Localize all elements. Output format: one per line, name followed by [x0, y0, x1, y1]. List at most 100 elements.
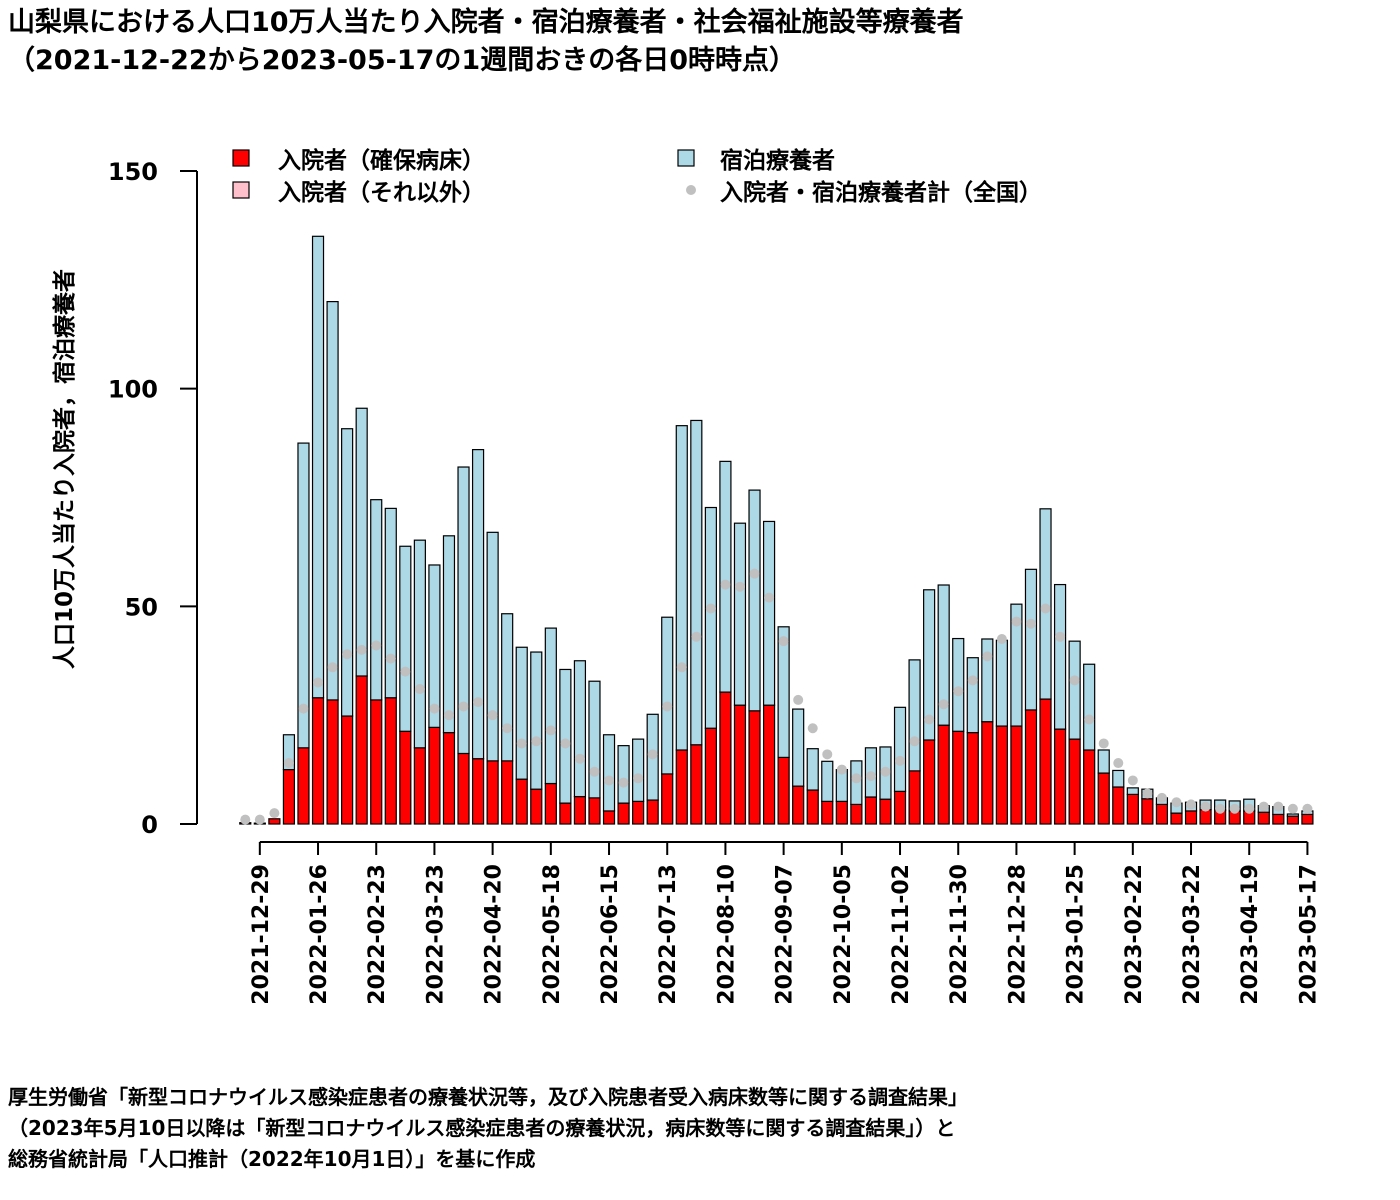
point-national-total — [1229, 803, 1240, 814]
point-national-total — [545, 725, 556, 736]
bar-hotel — [311, 235, 325, 699]
bar-hotel — [1083, 663, 1096, 751]
point-national-total — [458, 701, 469, 712]
point-national-total — [996, 633, 1007, 644]
bar-hotel — [486, 531, 499, 762]
bar-hotel — [602, 734, 616, 812]
x-tick-label: 2022-08-10 — [714, 864, 739, 1005]
bar-hospital-secured — [384, 697, 397, 825]
point-national-total — [298, 703, 309, 714]
national-points-group — [240, 568, 1313, 825]
bar-hotel — [632, 738, 645, 802]
bar-hospital-secured — [1053, 728, 1067, 825]
point-national-total — [516, 738, 527, 749]
x-axis: 2021-12-29 2022-01-26 2022-02-23 2022-03-23… — [249, 841, 1321, 1005]
bar-hospital-secured — [762, 704, 776, 825]
point-national-total — [734, 581, 745, 592]
bar-hotel — [530, 651, 543, 790]
x-tick-label: 2022-01-26 — [307, 864, 332, 1005]
point-national-total — [414, 684, 425, 695]
bar-hospital-secured — [588, 797, 601, 825]
bar-hotel — [544, 627, 557, 785]
bar-hospital-secured — [675, 749, 688, 825]
bar-hospital-secured — [748, 710, 761, 825]
bar-hospital-secured — [457, 752, 470, 825]
x-tick-label: 2021-12-29 — [249, 864, 274, 1005]
bar-hospital-secured — [937, 724, 950, 825]
bar-hospital-secured — [326, 699, 339, 825]
point-national-total — [269, 808, 280, 819]
point-national-total — [822, 749, 833, 760]
point-national-total — [1098, 738, 1109, 749]
point-national-total — [371, 640, 382, 651]
bar-hospital-secured — [399, 730, 412, 825]
y-axis: 0 50 100 150 — [108, 158, 198, 839]
bar-hospital-secured — [995, 725, 1008, 825]
x-tick-label: 2022-06-15 — [598, 864, 623, 1005]
bar-hospital-secured — [282, 768, 296, 825]
bar-hospital-secured — [1184, 810, 1198, 825]
x-tick-label: 2022-11-02 — [889, 864, 914, 1005]
x-tick-label: 2022-09-07 — [773, 864, 798, 1005]
bar-hotel — [282, 734, 296, 771]
y-tick-label: 100 — [108, 376, 158, 404]
point-national-total — [836, 764, 847, 775]
bar-hotel — [1097, 749, 1110, 774]
bar-hospital-secured — [370, 699, 383, 825]
point-national-total — [1287, 803, 1298, 814]
bar-hotel — [1010, 603, 1023, 727]
point-national-total — [880, 766, 891, 777]
bar-hotel — [588, 680, 601, 799]
point-national-total — [720, 579, 731, 590]
bar-hospital-secured — [966, 731, 979, 825]
point-national-total — [1258, 801, 1269, 812]
point-national-total — [895, 755, 906, 766]
point-national-total — [1084, 714, 1095, 725]
point-national-total — [618, 777, 629, 788]
bar-hospital-secured — [617, 802, 630, 825]
bar-hospital-secured — [908, 770, 921, 825]
point-national-total — [531, 736, 542, 747]
point-national-total — [240, 814, 251, 825]
bar-hospital-secured — [806, 789, 819, 825]
y-axis-label: 人口10万人当たり入院者，宿泊療養者 — [51, 269, 78, 669]
bar-hospital-secured — [501, 760, 514, 825]
x-tick-label: 2022-03-23 — [423, 864, 448, 1005]
bar-hotel — [966, 657, 979, 734]
point-national-total — [443, 710, 454, 721]
bar-hotel — [399, 545, 412, 732]
point-national-total — [953, 686, 964, 697]
source-note-line3: 総務省統計局「人口推計（2022年10月1日）」を基に作成 — [8, 1147, 536, 1171]
point-national-total — [342, 649, 353, 660]
bar-hospital-secured — [311, 697, 325, 825]
bar-hospital-secured — [893, 790, 907, 825]
bar-hospital-secured — [559, 802, 572, 825]
bar-hotel — [326, 301, 339, 701]
point-national-total — [1215, 803, 1226, 814]
y-tick-label: 150 — [108, 158, 158, 186]
bar-hotel — [937, 584, 950, 726]
point-national-total — [1302, 803, 1313, 814]
bar-hospital-secured — [1112, 786, 1125, 825]
point-national-total — [967, 675, 978, 686]
bar-hospital-secured — [1126, 793, 1139, 825]
x-tick-label: 2022-10-05 — [831, 864, 856, 1005]
bar-hotel — [762, 520, 776, 706]
bar-hospital-secured — [297, 747, 310, 825]
bar-hospital-secured — [1286, 815, 1299, 825]
legend-swatch — [677, 149, 695, 167]
legend-swatch — [232, 181, 250, 199]
bar-hospital-secured — [719, 691, 732, 825]
source-note: 厚生労働省「新型コロナウイルス感染症患者の療養状況等，及び入院患者受入病床数等に… — [8, 1082, 968, 1175]
bar-hospital-secured — [1024, 709, 1038, 825]
point-national-total — [283, 758, 294, 769]
legend-label: 入院者・宿泊療養者計（全国） — [720, 179, 1042, 206]
bar-hotel — [719, 460, 732, 693]
bar-hospital-secured — [835, 800, 848, 825]
chart-title: 山梨県における人口10万人当たり入院者・宿泊療養者・社会福祉施設等療養者 （20… — [8, 4, 964, 80]
bar-hospital-secured — [632, 800, 645, 825]
point-national-total — [1273, 801, 1284, 812]
bar-hotel — [501, 613, 514, 762]
point-national-total — [1011, 616, 1022, 627]
